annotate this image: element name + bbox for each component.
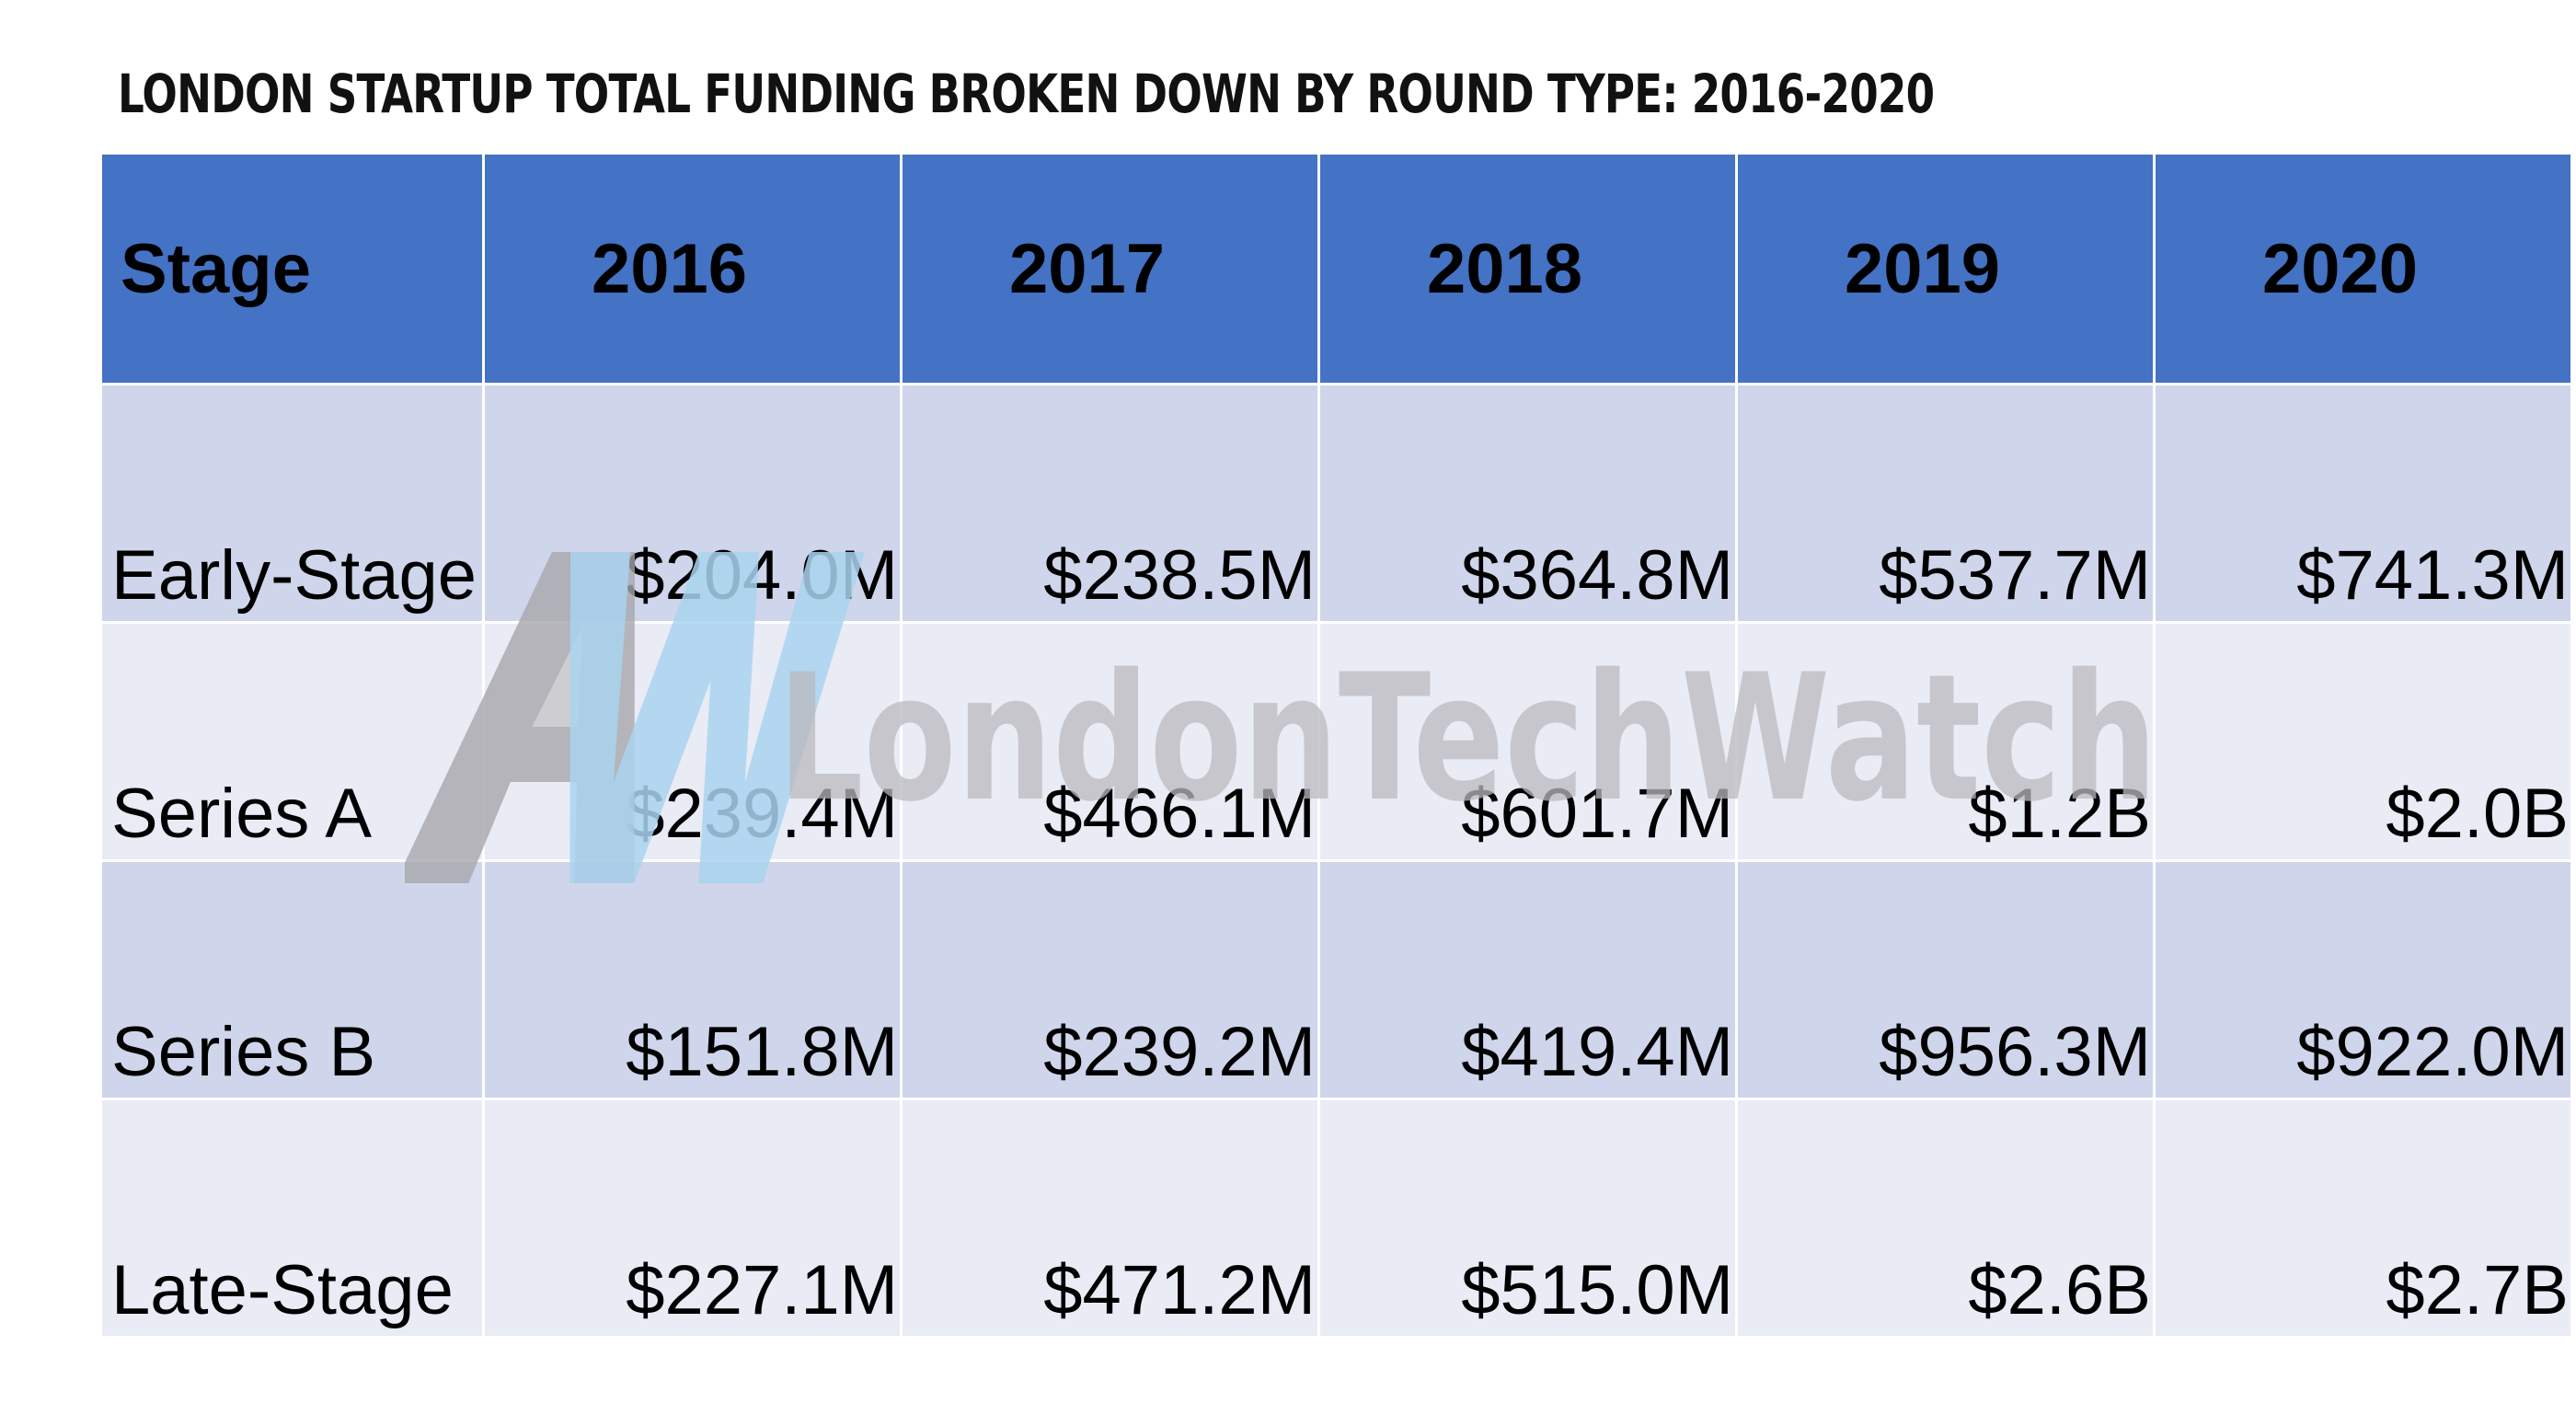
table-row-series-a: Series A $239.4M $466.1M $601.7M $1.2B $… — [99, 621, 2573, 862]
table-cell: $419.4M — [1317, 859, 1738, 1100]
stage-column-header: Stage — [99, 152, 485, 385]
year-header-2018: 2018 — [1317, 152, 1738, 385]
table-row-late-stage: Late-Stage $227.1M $471.2M $515.0M $2.6B… — [99, 1098, 2573, 1339]
table-cell: $2.7B — [2153, 1098, 2573, 1339]
table-cell: $466.1M — [900, 621, 1320, 862]
header-row: Stage 2016 2017 2018 2019 2020 — [99, 152, 2573, 385]
chart-title: LONDON STARTUP TOTAL FUNDING BROKEN DOWN… — [118, 63, 1935, 125]
stage-label: Series A — [99, 621, 485, 862]
table-cell: $601.7M — [1317, 621, 1738, 862]
funding-table-container: Stage 2016 2017 2018 2019 2020 Early-Sta… — [99, 152, 2573, 1339]
table-row-series-b: Series B $151.8M $239.2M $419.4M $956.3M… — [99, 859, 2573, 1100]
table-cell: $471.2M — [900, 1098, 1320, 1339]
table-cell: $922.0M — [2153, 859, 2573, 1100]
table-cell: $515.0M — [1317, 1098, 1738, 1339]
table-cell: $1.2B — [1735, 621, 2156, 862]
table-cell: $537.7M — [1735, 383, 2156, 624]
table-cell: $151.8M — [482, 859, 903, 1100]
table-cell: $741.3M — [2153, 383, 2573, 624]
stage-label: Late-Stage — [99, 1098, 485, 1339]
table-row-early-stage: Early-Stage $204.0M $238.5M $364.8M $537… — [99, 383, 2573, 624]
table-cell: $239.4M — [482, 621, 903, 862]
table-cell: $956.3M — [1735, 859, 2156, 1100]
table-cell: $2.0B — [2153, 621, 2573, 862]
year-header-2020: 2020 — [2153, 152, 2573, 385]
table-cell: $238.5M — [900, 383, 1320, 624]
funding-table: Stage 2016 2017 2018 2019 2020 Early-Sta… — [99, 152, 2573, 1339]
stage-label: Series B — [99, 859, 485, 1100]
stage-label: Early-Stage — [99, 383, 485, 624]
table-cell: $2.6B — [1735, 1098, 2156, 1339]
table-cell: $227.1M — [482, 1098, 903, 1339]
year-header-2019: 2019 — [1735, 152, 2156, 385]
table-cell: $204.0M — [482, 383, 903, 624]
year-header-2017: 2017 — [900, 152, 1320, 385]
table-cell: $364.8M — [1317, 383, 1738, 624]
table-cell: $239.2M — [900, 859, 1320, 1100]
year-header-2016: 2016 — [482, 152, 903, 385]
